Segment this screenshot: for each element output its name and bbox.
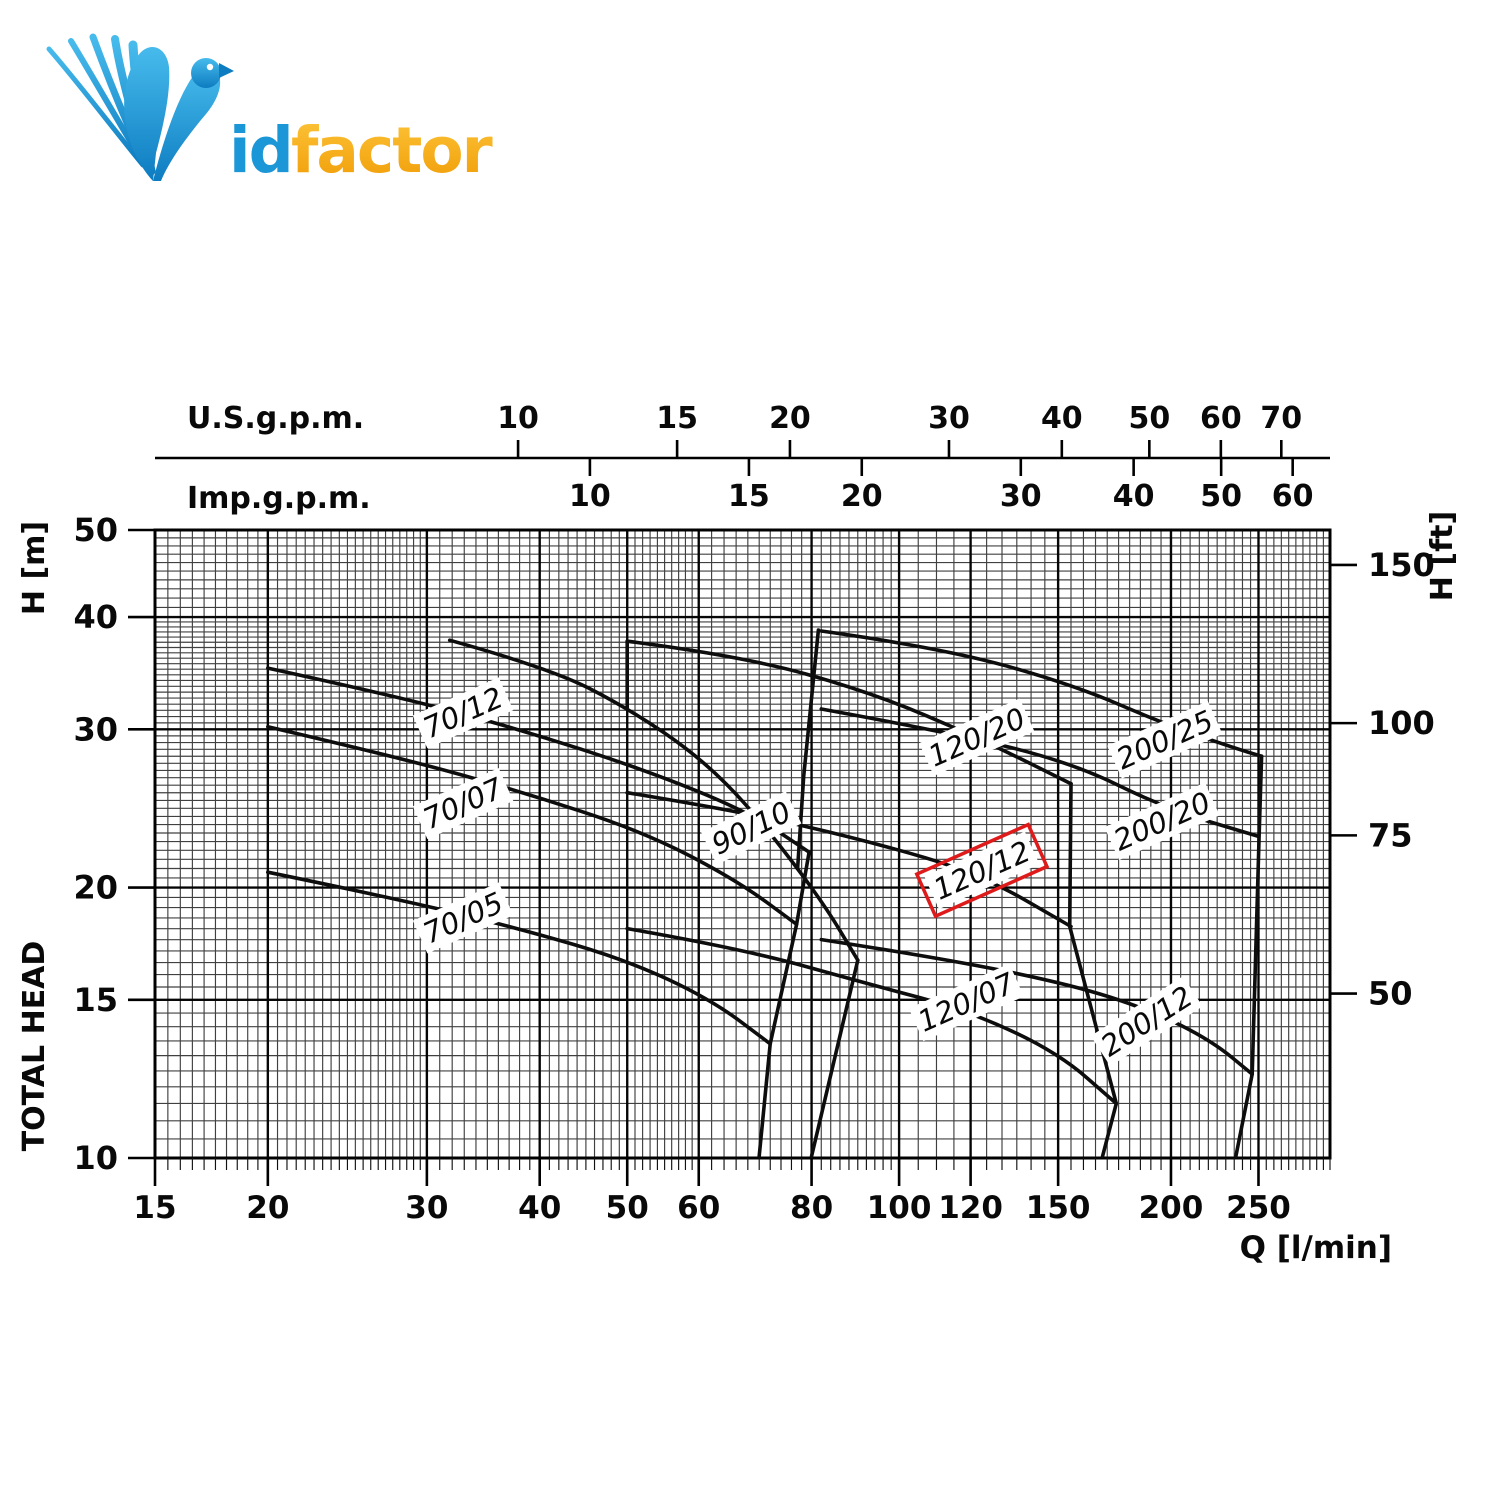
svg-text:50: 50 (1128, 401, 1170, 436)
svg-text:100: 100 (1368, 704, 1435, 742)
svg-text:10: 10 (569, 479, 611, 514)
us-gpm-axis: 10 15 20 30 40 50 60 70 U.S.g.p.m. (187, 401, 1302, 458)
svg-text:200: 200 (1139, 1190, 1204, 1226)
svg-text:15: 15 (73, 981, 118, 1019)
curve-label-200-25: 200/25 (1107, 701, 1223, 779)
boundary-90-family-end (809, 958, 860, 1158)
svg-text:200/25: 200/25 (1111, 704, 1218, 777)
y-axis-left: 50 40 30 20 15 10 H [m] TOTAL HEAD (17, 511, 155, 1177)
svg-text:20: 20 (246, 1190, 289, 1226)
svg-text:50: 50 (606, 1190, 649, 1226)
curve-label-200-20: 200/20 (1104, 782, 1220, 861)
svg-text:30: 30 (1000, 479, 1042, 514)
curve-90-10 (447, 638, 860, 962)
imp-gpm-label: Imp.g.p.m. (187, 481, 371, 516)
curve-70-05 (266, 870, 772, 1046)
svg-text:150: 150 (1026, 1190, 1091, 1226)
vidfactor-logo: id factor (46, 33, 495, 187)
svg-text:30: 30 (73, 710, 118, 748)
y-axis-right: 150 100 75 50 H [ft] (1330, 511, 1460, 1013)
svg-text:70/07: 70/07 (418, 771, 509, 836)
curve-120-07 (625, 926, 1119, 1106)
svg-text:30: 30 (405, 1190, 448, 1226)
svg-text:75: 75 (1368, 816, 1413, 854)
svg-text:60: 60 (1200, 401, 1242, 436)
curve-200-12 (819, 937, 1254, 1076)
svg-text:50: 50 (1200, 479, 1242, 514)
svg-text:40: 40 (518, 1190, 561, 1226)
svg-text:20: 20 (841, 479, 883, 514)
svg-text:60: 60 (677, 1190, 720, 1226)
svg-text:150: 150 (1368, 546, 1435, 584)
svg-text:40: 40 (1113, 479, 1155, 514)
top-flow-axes: 10 15 20 30 40 50 60 70 U.S.g.p.m. 10 15 20 30 40 50 60… (155, 401, 1330, 516)
boundary-200-family-end (1234, 754, 1264, 1158)
grid-major (155, 530, 1330, 1158)
svg-text:80: 80 (790, 1190, 833, 1226)
svg-text:70: 70 (1260, 401, 1302, 436)
svg-text:70/05: 70/05 (418, 885, 508, 950)
curve-200-25 (819, 629, 1264, 758)
svg-text:50: 50 (73, 511, 118, 549)
svg-text:15: 15 (728, 479, 770, 514)
svg-text:250: 250 (1226, 1190, 1291, 1226)
total-head-label: TOTAL HEAD (17, 941, 52, 1152)
svg-text:10: 10 (497, 401, 539, 436)
svg-text:15: 15 (656, 401, 698, 436)
boundary-200-family-start (795, 628, 821, 871)
family-boundaries (625, 628, 1264, 1158)
y-axis-ft-unit-label: H [ft] (1425, 511, 1460, 601)
x-axis-unit-label: Q [l/min] (1240, 1230, 1392, 1266)
svg-text:40: 40 (1041, 401, 1083, 436)
logo-text-orange: factor (291, 114, 493, 187)
plot-border (153, 528, 1332, 1160)
svg-text:120/20: 120/20 (923, 701, 1030, 774)
boundary-120-family-end (1067, 781, 1119, 1158)
svg-text:20: 20 (769, 401, 811, 436)
bird-icon (46, 33, 234, 182)
y-axis-m-unit-label: H [m] (17, 521, 52, 615)
svg-text:30: 30 (928, 401, 970, 436)
svg-text:50: 50 (1368, 975, 1413, 1013)
svg-text:100: 100 (867, 1190, 932, 1226)
svg-text:200/12: 200/12 (1095, 979, 1199, 1063)
svg-text:40: 40 (73, 598, 118, 636)
curve-70-07 (266, 724, 799, 927)
logo-text-blue: id (229, 114, 292, 187)
svg-text:120: 120 (938, 1190, 1003, 1226)
highlight-box (914, 822, 1050, 919)
x-axis-bottom: 15 20 30 40 50 60 80 100 120 150 200 250 Q [l/min] (133, 1158, 1392, 1266)
svg-text:15: 15 (133, 1190, 176, 1226)
boundary-70-family-end (757, 850, 811, 1158)
svg-text:10: 10 (73, 1139, 118, 1177)
curve-70-12 (266, 666, 811, 854)
svg-text:60: 60 (1272, 479, 1314, 514)
us-gpm-label: U.S.g.p.m. (187, 401, 364, 436)
imp-gpm-axis: 10 15 20 30 40 50 60 Imp.g.p.m. (187, 458, 1314, 516)
svg-text:20: 20 (73, 869, 118, 907)
